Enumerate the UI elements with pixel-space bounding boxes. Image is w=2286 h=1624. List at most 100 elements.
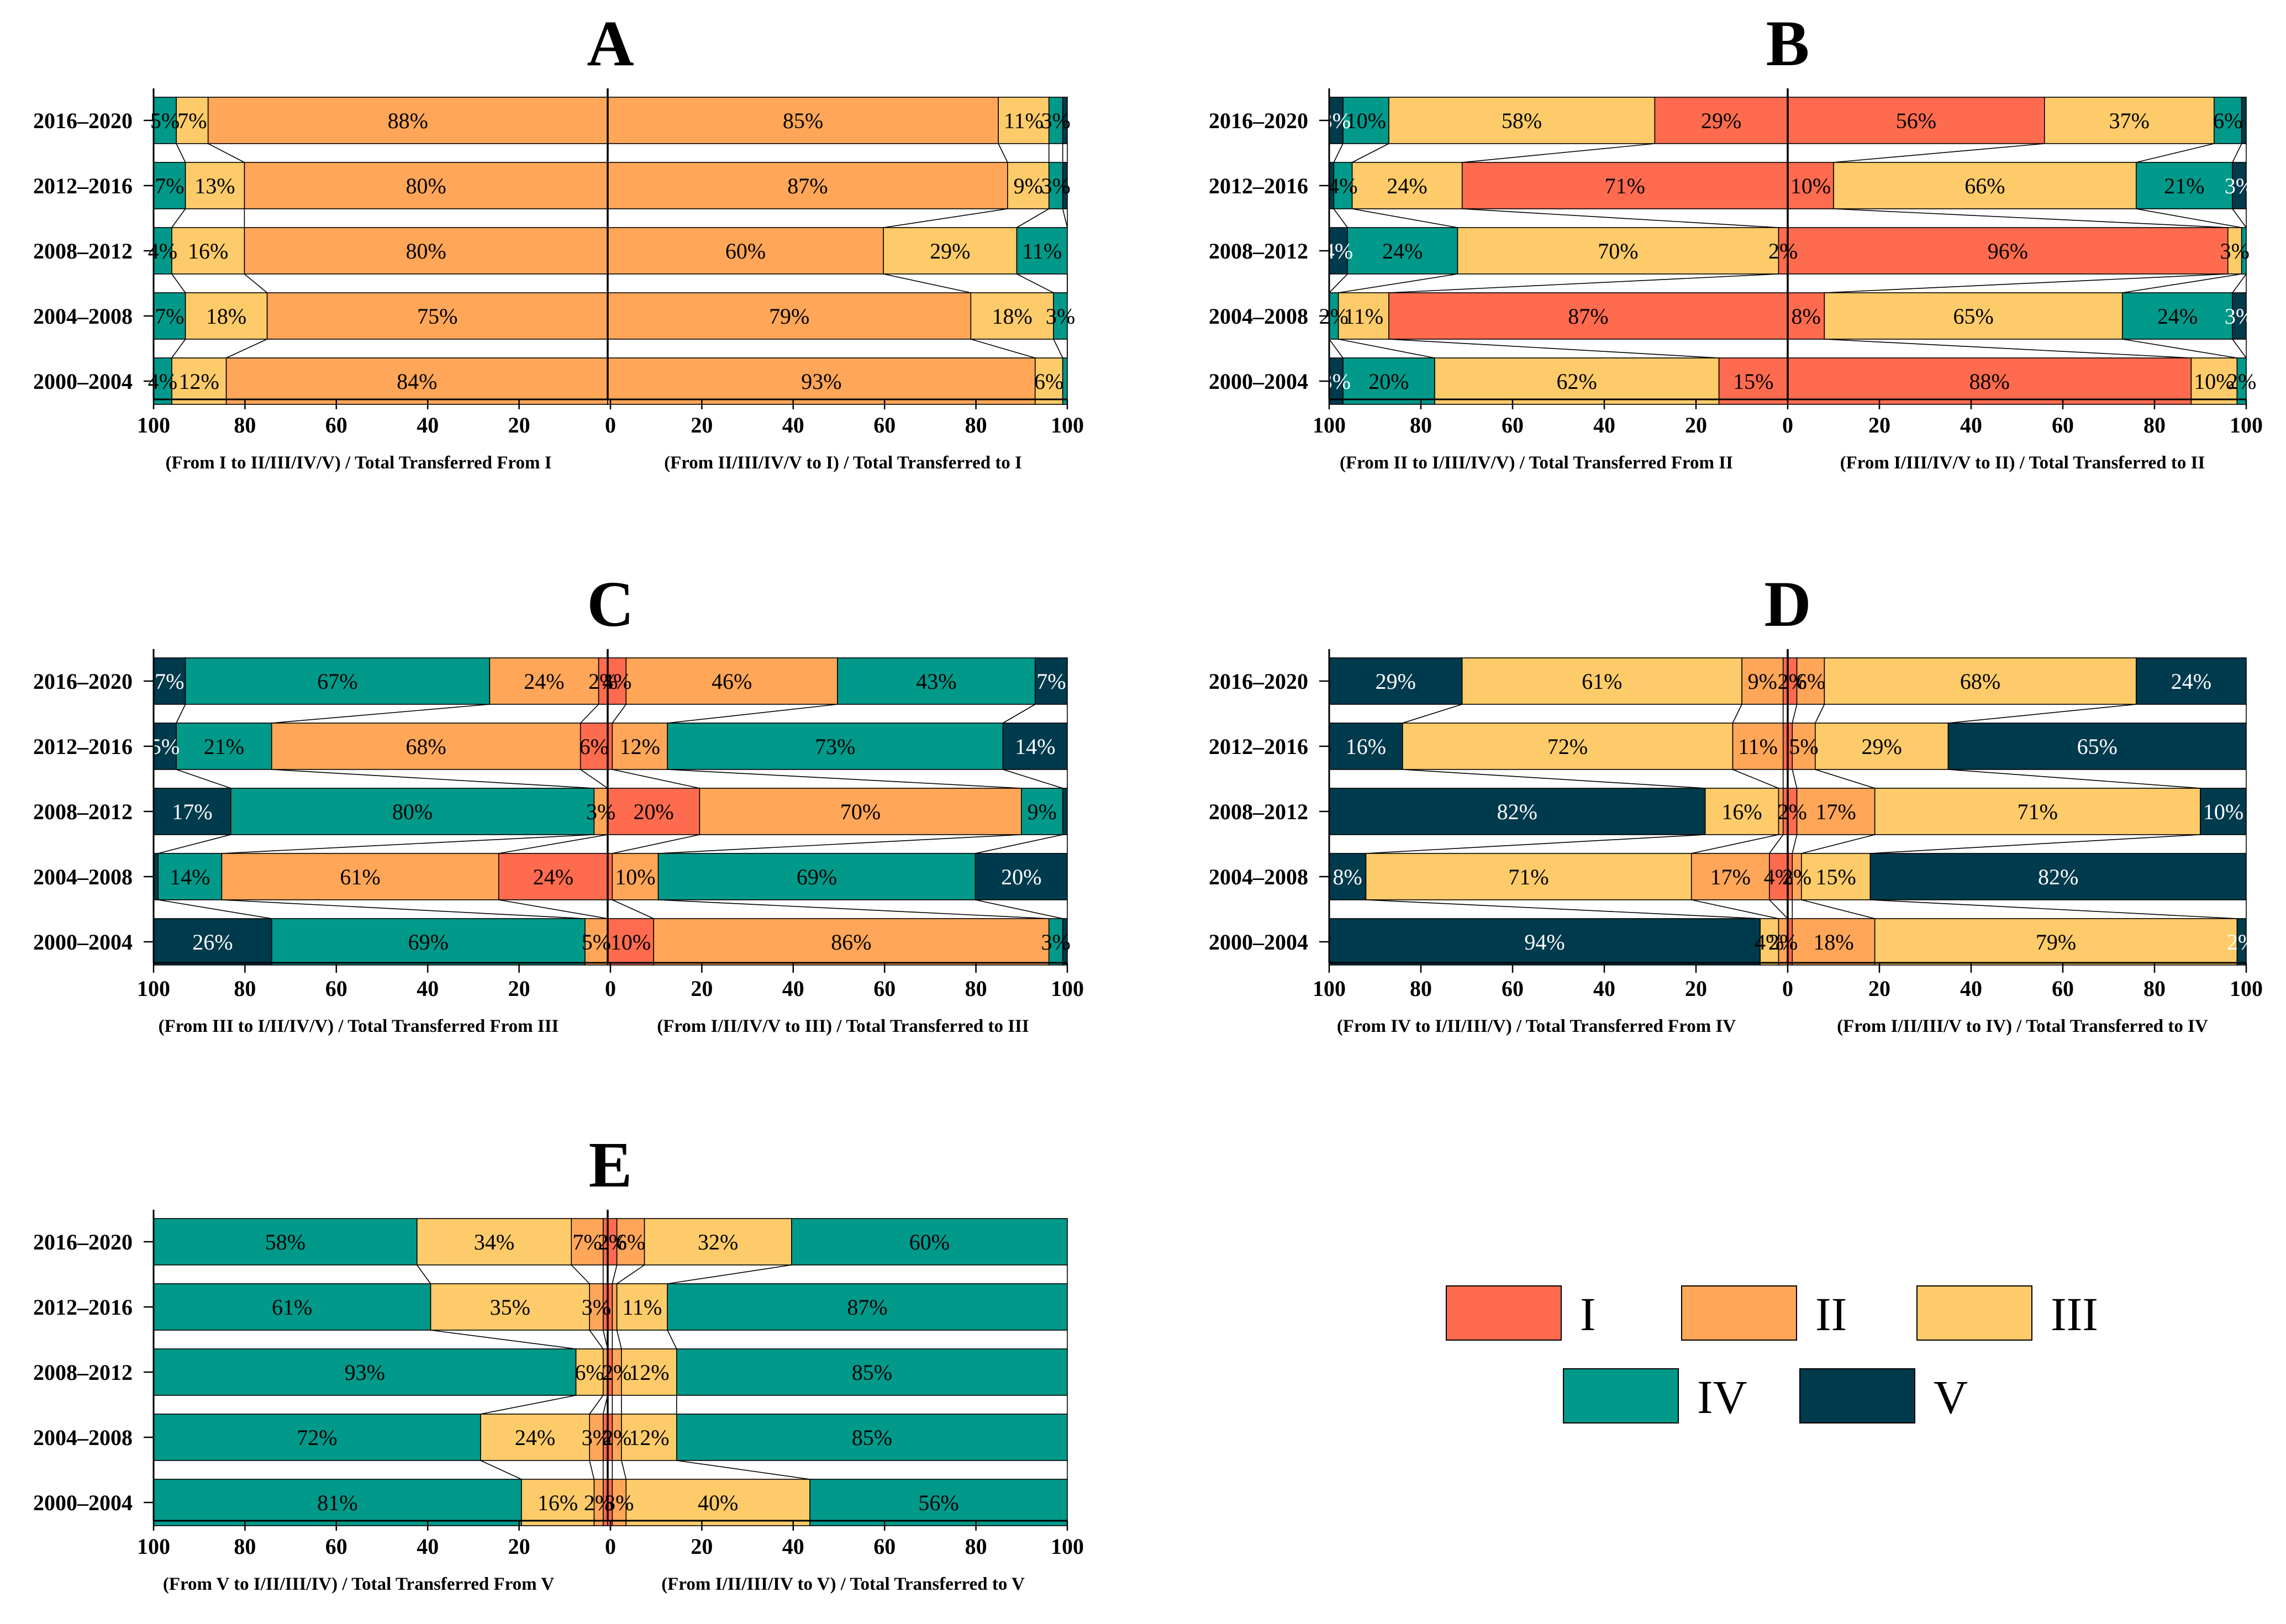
data-label: 66% [1964,173,2005,198]
connector-line [417,1264,431,1284]
bar-segment-l-IV [157,853,223,900]
x-axis-title-left: (From V to I/II/III/IV) / Total Transfer… [163,1574,554,1594]
data-label: 6% [616,1230,645,1254]
x-axis-title-right: (From I/II/III/V to IV) / Total Transfer… [1837,1016,2208,1036]
connector-line [1732,769,1779,789]
category-label: 2012–2016 [1209,173,1308,198]
bar-segment-r-IV [676,1348,1068,1396]
connector-line [176,704,186,724]
bar-segment-r-III [1007,162,1050,209]
data-label: 3% [586,799,615,824]
bar-segment-r-IV [1048,918,1063,966]
tick-label: 20 [508,413,530,437]
bar-segment-r-III [621,1414,677,1461]
data-label: 21% [204,734,244,759]
connector-line [1833,143,2045,163]
data-label: 32% [698,1230,738,1254]
x-axis-title-right: (From I/II/III/IV to V) / Total Transfer… [661,1574,1025,1594]
data-label: 4% [1328,173,1357,198]
tick-label: 60 [873,413,896,437]
data-label: 68% [1960,669,2000,694]
tick-label: 80 [965,1534,987,1559]
data-label: 2% [1768,930,1798,955]
bar-segment-r-V [1002,723,1068,770]
data-label: 3% [582,1295,611,1320]
data-label: 71% [2018,799,2058,824]
connector-line [208,143,245,163]
bar-segment-r-IV [2136,162,2233,209]
data-label: 65% [2077,734,2118,759]
connector-line [226,339,267,358]
bar-segment-l-II [589,1283,604,1331]
data-label: 20% [1368,369,1409,394]
bar-segment-l-V [1329,918,1761,966]
bar-segment-r-IV [791,1218,1068,1266]
data-label: 7% [572,1230,602,1254]
data-label: 7% [1036,669,1066,694]
bar-segment-l-IV [153,1479,522,1526]
connector-line [1402,704,1462,724]
data-label: 16% [1346,734,1386,759]
legend-swatch [1563,1368,1679,1423]
data-label: 62% [1557,369,1597,394]
category-label: 2012–2016 [1209,734,1308,759]
bar-row-2016–2020: 9% 61% 29% 2%6% 68% 24% [1329,657,2247,705]
data-label: 67% [317,669,357,694]
data-label: 3% [1046,304,1075,329]
panel-letter: C [587,568,634,640]
bar-row-2004–2008: 3% 24% 72% 2%12% 85% [153,1414,1068,1461]
data-label: 17% [172,799,212,824]
connector-line [621,1460,627,1480]
data-label: 37% [2109,108,2150,133]
bar-row-2016–2020: 2% 24% 67% 7% 4% 46% 43% 7% [153,657,1068,705]
bar-segment-l-IV [1333,162,1353,209]
tick-label: 60 [325,1534,347,1559]
data-label: 9% [1028,799,1057,824]
bar-segment-l-I [1769,853,1788,900]
data-label: 2% [2227,930,2256,955]
connector-line [1338,339,1435,358]
bar-row-2012–2016: 80% 13% 7% 87% 9%3% [153,162,1071,209]
data-label: 9% [1014,173,1043,198]
connector-line [883,208,1008,228]
connector-lines [153,1264,1068,1480]
tick-label: 80 [2143,976,2166,1001]
bar-segment-r-V [1062,918,1068,966]
bar-segment-l-III [171,357,227,405]
connector-line [1948,704,2136,724]
data-label: 60% [909,1230,950,1254]
category-label: 2016–2020 [33,1230,133,1254]
tick-label: 40 [1960,976,1982,1001]
connector-line [1815,769,1875,789]
category-label: 2000–2004 [1209,930,1308,955]
data-label: 7% [155,173,184,198]
connector-line [1329,273,1348,293]
bar-row-2008–2012: 16% 82% 2% 17% 71% 10% [1329,788,2247,835]
data-label: 80% [392,799,433,824]
connector-line [2122,273,2242,293]
panel-c: C 2% 24% 67% 7% 4% 46% 43% 7% 2016–2020 6% 68% 21% 5%… [33,568,1084,1036]
bar-segment-r-I [607,788,700,835]
bar-segment-r-IV [667,1283,1068,1331]
connector-line [1824,273,2228,293]
tick-label: 100 [1051,1534,1084,1559]
bar-segment-r-V [1062,788,1068,835]
connector-line [2136,143,2215,163]
bar-segment-l-I [498,853,608,900]
tick-label: 40 [1593,413,1615,437]
data-label: 94% [1524,930,1565,955]
panel-letter: B [1766,7,1810,80]
bar-row-2000–2004: 2%16%81% 3% 40% 56% [153,1479,1068,1526]
bar-segment-r-IV [1062,357,1068,405]
connector-line [2122,339,2237,358]
connector-line [1948,769,2201,789]
data-label: 20% [1001,864,1041,889]
data-label: 2% [1768,239,1798,263]
data-label: 61% [272,1295,312,1320]
bar-segment-l-V [153,918,272,966]
legend-label: V [1934,1370,1968,1423]
tick-label: 20 [1868,976,1890,1001]
data-label: 12% [629,1425,669,1450]
